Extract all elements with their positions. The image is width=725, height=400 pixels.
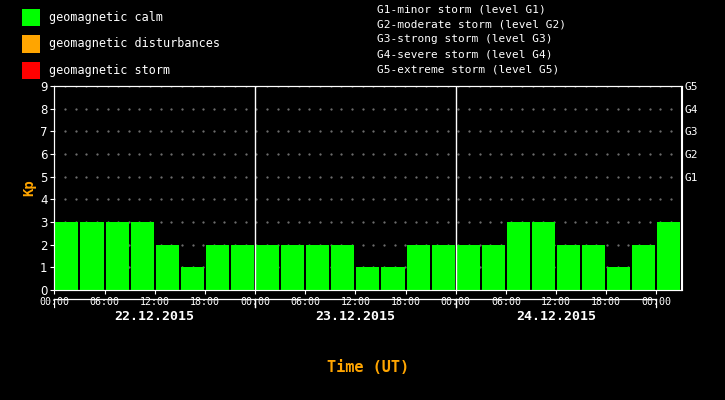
Text: geomagnetic calm: geomagnetic calm: [49, 11, 162, 24]
Text: G2-moderate storm (level G2): G2-moderate storm (level G2): [377, 19, 566, 29]
Bar: [407, 245, 430, 290]
FancyBboxPatch shape: [22, 35, 40, 53]
Bar: [106, 222, 128, 290]
Y-axis label: Kp: Kp: [22, 180, 36, 196]
Bar: [206, 245, 229, 290]
Bar: [357, 267, 379, 290]
Bar: [130, 222, 154, 290]
Bar: [532, 222, 555, 290]
FancyBboxPatch shape: [22, 9, 40, 26]
Bar: [632, 245, 655, 290]
Bar: [231, 245, 254, 290]
Bar: [156, 245, 179, 290]
Text: 22.12.2015: 22.12.2015: [115, 310, 195, 323]
Text: 23.12.2015: 23.12.2015: [315, 310, 395, 323]
Bar: [431, 245, 455, 290]
Bar: [557, 245, 580, 290]
Bar: [281, 245, 304, 290]
Bar: [381, 267, 405, 290]
Bar: [331, 245, 355, 290]
Text: geomagnetic storm: geomagnetic storm: [49, 64, 170, 77]
Bar: [658, 222, 681, 290]
Bar: [256, 245, 279, 290]
Bar: [608, 267, 630, 290]
FancyBboxPatch shape: [22, 62, 40, 79]
Text: G1-minor storm (level G1): G1-minor storm (level G1): [377, 4, 546, 14]
Bar: [457, 245, 480, 290]
Text: geomagnetic disturbances: geomagnetic disturbances: [49, 38, 220, 50]
Bar: [306, 245, 329, 290]
Text: G5-extreme storm (level G5): G5-extreme storm (level G5): [377, 65, 559, 75]
Bar: [507, 222, 530, 290]
Bar: [55, 222, 78, 290]
Text: G4-severe storm (level G4): G4-severe storm (level G4): [377, 50, 552, 60]
Text: G3-strong storm (level G3): G3-strong storm (level G3): [377, 34, 552, 44]
Bar: [80, 222, 104, 290]
Text: Time (UT): Time (UT): [327, 360, 409, 376]
Bar: [181, 267, 204, 290]
Bar: [482, 245, 505, 290]
Bar: [582, 245, 605, 290]
Text: 24.12.2015: 24.12.2015: [516, 310, 596, 323]
